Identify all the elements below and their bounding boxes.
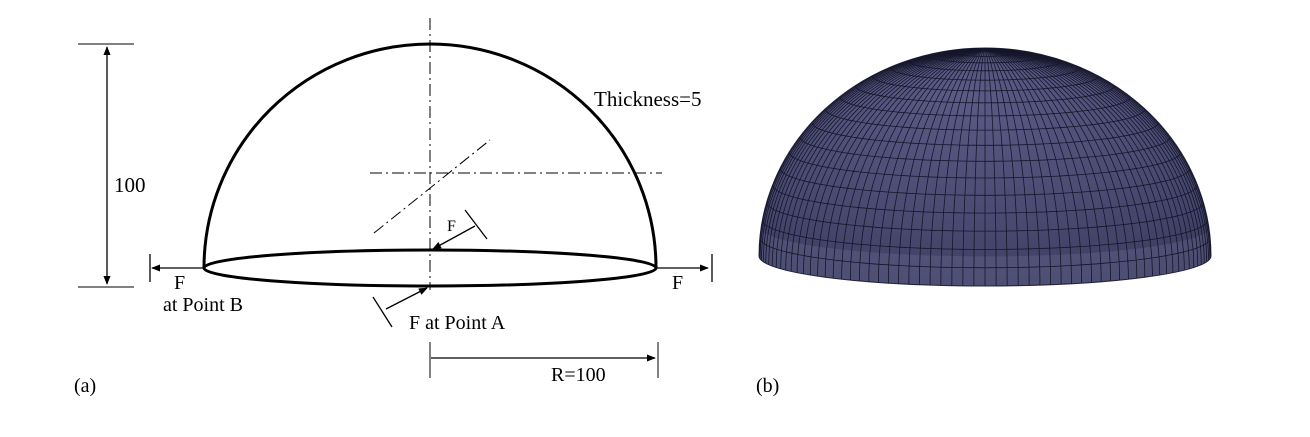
panel-b-label: (b) [756, 375, 779, 397]
mesh-meridian-line [984, 48, 1019, 286]
point-b-label: at Point B [163, 294, 243, 316]
force-inner-label: F [447, 218, 456, 235]
mesh-meridian-line [775, 48, 986, 268]
mesh-meridian-line [984, 48, 1185, 271]
force-left-label: F [174, 272, 185, 294]
mesh-meridian-line [984, 48, 1211, 259]
mesh-meridian-line [984, 48, 1205, 264]
force-point-a-tick [372, 296, 393, 328]
force-inner-arrow [432, 225, 476, 250]
oblique-axis [373, 139, 491, 234]
mesh-meridian-line [868, 48, 986, 282]
mesh-meridian-line [984, 48, 1209, 261]
thickness-label: Thickness=5 [594, 87, 702, 111]
mesh-meridian-line [790, 48, 986, 272]
mesh-meridian-line [771, 48, 986, 267]
mesh-meridian-line [984, 48, 1153, 277]
mesh-meridian-line [984, 48, 1199, 267]
mesh-meridian-line [984, 48, 1167, 274]
mesh-meridian-line [929, 48, 986, 286]
height-dimension-label: 100 [114, 173, 146, 197]
mesh-meridian-line [984, 48, 1180, 272]
force-inner-tick [464, 209, 488, 240]
dome-mesh [759, 48, 1211, 286]
mesh-meridian-line [984, 48, 1102, 282]
mesh-meridian-line [759, 48, 986, 258]
mesh-meridian-line [919, 48, 986, 285]
mesh-meridian-line [785, 48, 986, 271]
mesh-meridian-line [984, 48, 1174, 273]
mesh-meridian-line [832, 48, 986, 279]
panel-a-diagram: 100 Thickness=5 F at Point B F F F at Po… [74, 18, 713, 397]
mesh-meridian-line [850, 48, 986, 281]
mesh-meridian-line [984, 48, 1161, 276]
radius-dimension-label: R=100 [551, 364, 606, 386]
mesh-meridian-line [761, 48, 986, 261]
mesh-meridian-line [768, 48, 986, 265]
force-right-label: F [672, 272, 683, 294]
mesh-latitude-line [759, 255, 1211, 286]
mesh-meridian-line [962, 48, 986, 286]
mesh-meridian-line [898, 48, 986, 284]
panel-b-dome: (b) [756, 47, 1212, 397]
mesh-meridian-line [859, 48, 986, 281]
mesh-meridian-line [984, 48, 1120, 281]
mesh-meridian-line [984, 48, 1051, 285]
mesh-meridian-line [984, 48, 1062, 285]
mesh-meridian-line [803, 48, 986, 274]
mesh-meridian-line [888, 48, 986, 284]
mesh-meridian-line [984, 48, 1008, 286]
mesh-meridian-line [984, 48, 1202, 265]
force-point-a-arrow [385, 287, 428, 310]
mesh-meridian-line [878, 48, 986, 283]
mesh-meridian-line [824, 48, 986, 278]
mesh-meridian-line [841, 48, 986, 280]
mesh-meridian-line [908, 48, 986, 285]
mesh-meridian-line [765, 48, 986, 264]
mesh-meridian-line [984, 48, 1146, 278]
mesh-meridian-line [809, 48, 986, 276]
panel-a-label: (a) [74, 375, 96, 397]
mesh-meridian-line [951, 48, 986, 286]
mesh-meridian-line [984, 48, 1195, 268]
mesh-meridian-line [984, 48, 1092, 283]
mesh-meridian-line [759, 48, 986, 259]
mesh-meridian-line [780, 48, 986, 269]
mesh-meridian-line [984, 48, 1030, 286]
mesh-meridian-line [984, 48, 1129, 280]
mesh-meridian-line [984, 48, 1041, 286]
mesh-meridian-line [940, 48, 986, 286]
mesh-meridian-line [973, 48, 986, 286]
mesh-meridian-line [984, 48, 1208, 262]
mesh-meridian-line [984, 48, 1138, 279]
mesh-meridian-line [984, 48, 1082, 284]
mesh-meridian-line [984, 48, 1190, 269]
mesh-meridian-line [796, 48, 986, 273]
mesh-meridian-line [984, 48, 1111, 281]
mesh-meridian-line [762, 48, 986, 262]
mesh-meridian-line [984, 48, 1072, 284]
mesh-meridian-line [984, 48, 997, 286]
mesh-meridian-line [817, 48, 986, 277]
point-a-label: F at Point A [409, 312, 506, 334]
